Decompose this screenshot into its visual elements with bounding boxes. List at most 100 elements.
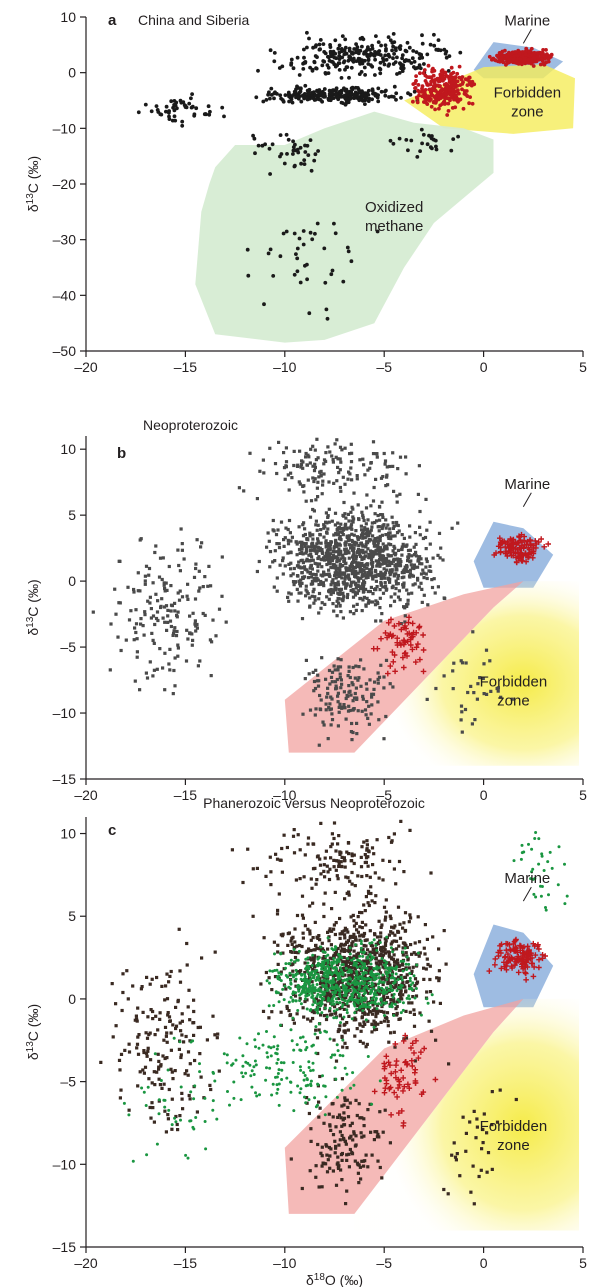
data-point (320, 1185, 324, 1189)
data-point (343, 574, 348, 579)
data-point (173, 684, 177, 688)
data-point (416, 623, 423, 630)
data-point (367, 570, 371, 575)
data-point (326, 984, 330, 988)
data-point (149, 607, 153, 611)
data-point (330, 697, 334, 701)
data-point (389, 595, 393, 599)
data-point (392, 599, 397, 603)
data-point (381, 878, 385, 882)
data-point (342, 690, 346, 694)
data-point (322, 523, 326, 527)
data-point (350, 527, 354, 531)
data-point (395, 568, 399, 572)
data-point (339, 860, 343, 864)
data-point (366, 45, 370, 49)
data-point (255, 497, 259, 501)
data-point (200, 956, 204, 960)
data-point (374, 619, 378, 623)
data-point (336, 877, 340, 881)
data-point (295, 944, 299, 948)
data-point (394, 635, 400, 641)
data-point (374, 544, 378, 548)
data-point (413, 644, 420, 651)
data-point (166, 614, 170, 618)
data-point (325, 695, 329, 699)
data-point (169, 603, 174, 607)
data-point (330, 566, 335, 570)
data-point (335, 599, 339, 603)
data-point (304, 542, 308, 546)
data-point (347, 568, 351, 572)
data-point (319, 473, 323, 477)
data-point (402, 584, 406, 588)
data-point (388, 464, 392, 469)
data-point (340, 968, 343, 972)
data-point (363, 73, 367, 77)
data-point (220, 594, 224, 598)
data-point (456, 88, 460, 93)
data-point (376, 1011, 380, 1015)
y-tick-label: –15 (53, 771, 77, 787)
data-point (371, 577, 375, 581)
data-point (176, 548, 180, 552)
data-point (377, 992, 381, 996)
data-point (388, 914, 392, 918)
data-point (354, 986, 359, 990)
data-point (472, 1202, 476, 1206)
data-point (199, 545, 203, 549)
data-point (362, 986, 366, 990)
data-point (333, 566, 337, 570)
data-point (202, 112, 207, 117)
data-point (412, 1024, 417, 1028)
data-point (336, 1115, 340, 1119)
data-point (401, 1008, 405, 1012)
y-tick-label: 10 (60, 441, 76, 457)
data-point (361, 563, 365, 568)
data-point (182, 1040, 186, 1044)
data-point (347, 989, 351, 992)
data-point (332, 533, 336, 537)
data-point (373, 1028, 377, 1032)
data-point (348, 1147, 352, 1152)
data-point (423, 73, 428, 78)
data-point (311, 444, 315, 448)
data-point (391, 948, 395, 952)
data-point (385, 988, 390, 992)
data-point (384, 910, 388, 914)
data-point (298, 582, 302, 586)
data-point (346, 249, 351, 254)
data-point (363, 571, 367, 575)
data-point (361, 954, 365, 958)
data-point (376, 541, 380, 545)
data-point (386, 35, 391, 39)
data-point (371, 554, 375, 558)
data-point (332, 836, 336, 841)
data-point (339, 76, 344, 80)
data-point (283, 536, 287, 540)
data-point (309, 1019, 313, 1023)
data-point (312, 601, 316, 605)
data-point (397, 529, 401, 533)
data-point (432, 84, 436, 89)
data-point (201, 611, 205, 616)
data-point (320, 548, 324, 552)
data-point (367, 534, 371, 538)
data-point (356, 915, 360, 919)
data-point (163, 620, 167, 624)
data-point (442, 596, 446, 600)
data-point (350, 1017, 354, 1021)
data-point (434, 144, 438, 149)
data-point (291, 152, 295, 156)
data-point (282, 998, 286, 1002)
data-point (158, 112, 163, 117)
data-point (358, 1039, 362, 1043)
data-point (329, 856, 333, 860)
data-point (349, 966, 353, 970)
data-point (340, 1017, 345, 1021)
data-point (391, 56, 395, 61)
data-point (326, 958, 330, 962)
data-point (349, 86, 354, 91)
data-point (139, 987, 143, 991)
data-point (356, 96, 360, 101)
